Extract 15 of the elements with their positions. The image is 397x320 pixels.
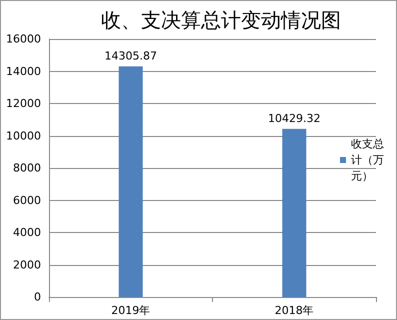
y-tick-label: 0 — [34, 290, 41, 304]
y-tick-label: 8000 — [13, 162, 41, 174]
x-tick-label: 2019年 — [111, 304, 150, 317]
legend-label: 收支总计（万元） — [351, 138, 384, 182]
y-tick-label: 4000 — [13, 226, 41, 239]
y-tick-label: 10000 — [6, 129, 41, 142]
chart-title: 收、支决算总计变动情况图 — [101, 8, 341, 32]
y-tick-label: 12000 — [6, 97, 41, 110]
x-tick-label: 2018年 — [274, 304, 314, 317]
data-label: 10429.32 — [268, 112, 320, 125]
y-tick-label: 2000 — [13, 258, 41, 272]
y-tick-label: 16000 — [6, 32, 41, 46]
data-label: 14305.87 — [104, 49, 157, 62]
y-tick-label: 6000 — [13, 194, 41, 207]
y-tick-label: 14000 — [6, 64, 41, 78]
